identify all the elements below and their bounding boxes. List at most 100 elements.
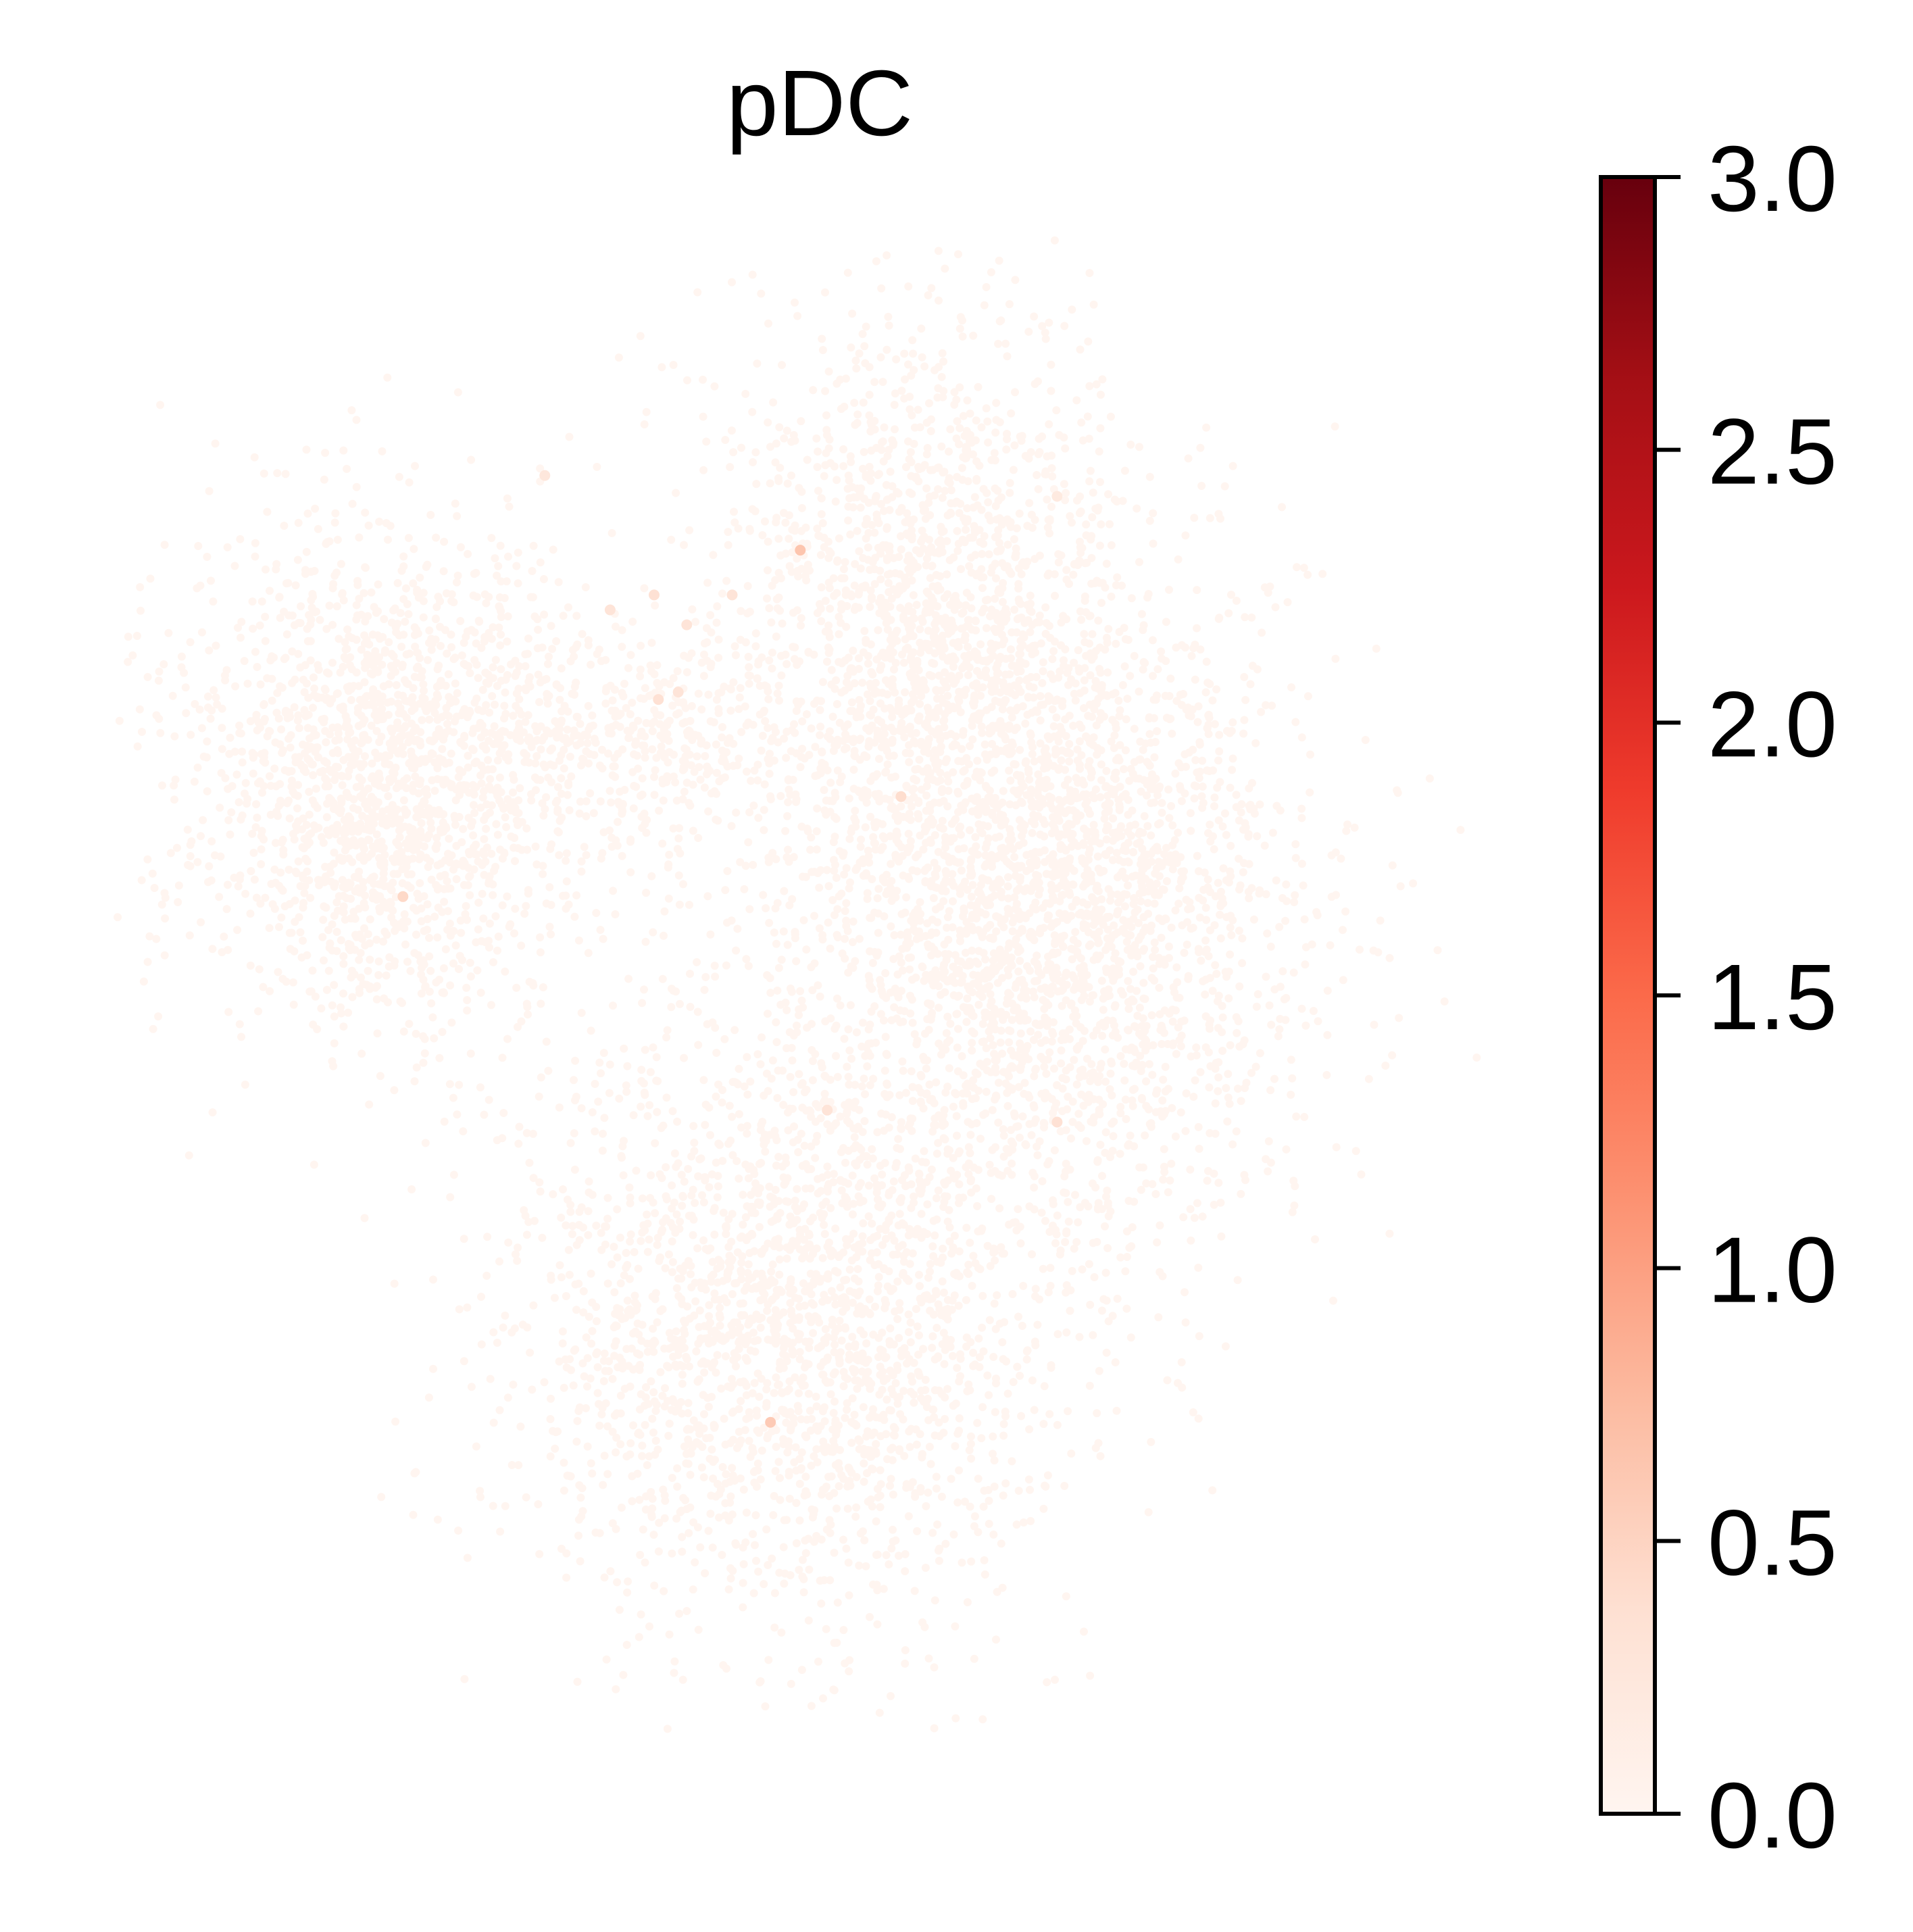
scatter-point (886, 468, 895, 476)
scatter-point (569, 1381, 578, 1390)
scatter-point (1016, 687, 1025, 696)
scatter-point (772, 633, 780, 641)
scatter-point (1009, 1378, 1018, 1387)
scatter-point (672, 489, 680, 497)
scatter-point (939, 1244, 947, 1253)
scatter-point (640, 985, 648, 994)
scatter-point (793, 312, 802, 320)
scatter-point (476, 989, 485, 997)
scatter-point (480, 1110, 489, 1119)
scatter-point (1253, 665, 1262, 674)
scatter-point (702, 437, 711, 446)
scatter-point (826, 778, 835, 787)
scatter-point (406, 966, 415, 975)
scatter-point (864, 1181, 873, 1190)
scatter-point (986, 516, 995, 524)
scatter-point (933, 1194, 941, 1203)
scatter-point (195, 705, 204, 714)
scatter-point (660, 907, 669, 916)
scatter-point (803, 455, 812, 464)
scatter-point (1181, 643, 1189, 652)
scatter-point (954, 1024, 962, 1033)
scatter-point (197, 918, 205, 926)
scatter-point (841, 374, 850, 383)
scatter-point (989, 1450, 997, 1458)
scatter-point (731, 651, 740, 660)
scatter-point (835, 1316, 844, 1325)
scatter-point (978, 1403, 987, 1412)
scatter-point (638, 774, 647, 783)
scatter-point (882, 767, 891, 776)
scatter-point (839, 565, 848, 574)
scatter-point (701, 1173, 710, 1182)
scatter-point (1167, 1160, 1176, 1168)
scatter-point (1189, 745, 1197, 754)
scatter-point (596, 797, 605, 806)
scatter-point (234, 798, 243, 807)
scatter-point (1008, 1159, 1016, 1168)
scatter-point (853, 526, 862, 535)
scatter-point (174, 898, 182, 906)
scatter-point (497, 665, 505, 674)
scatter-point (254, 1007, 263, 1016)
scatter-point (1003, 882, 1012, 891)
scatter-point (453, 512, 462, 520)
scatter-point (824, 553, 833, 562)
scatter-point (620, 679, 628, 688)
scatter-point (1028, 524, 1037, 532)
scatter-point (862, 1339, 871, 1347)
scatter-point (968, 1027, 976, 1036)
scatter-point (1214, 1179, 1223, 1187)
scatter-point (1035, 551, 1044, 560)
scatter-point (1153, 727, 1162, 735)
scatter-point (491, 912, 500, 920)
scatter-point (799, 1588, 808, 1597)
scatter-point (957, 565, 965, 574)
scatter-point (572, 1437, 581, 1446)
scatter-point (817, 617, 826, 626)
scatter-point (547, 930, 555, 939)
scatter-point (1036, 831, 1045, 839)
scatter-point (320, 475, 328, 484)
scatter-point (645, 1101, 654, 1110)
scatter-point (449, 959, 457, 968)
scatter-point (872, 951, 881, 960)
scatter-point (779, 1543, 788, 1552)
scatter-point (396, 609, 405, 618)
scatter-point (733, 924, 742, 933)
scatter-point (923, 1200, 932, 1209)
scatter-point (1065, 757, 1074, 766)
scatter-point (174, 881, 183, 890)
scatter-point (457, 928, 466, 937)
scatter-point (657, 1124, 666, 1133)
scatter-point (987, 455, 996, 464)
scatter-point (940, 1360, 949, 1368)
scatter-point (641, 684, 649, 693)
scatter-point (473, 966, 482, 974)
scatter-point (980, 1570, 989, 1579)
scatter-point (1278, 967, 1287, 976)
scatter-point (551, 1444, 560, 1453)
scatter-point (1088, 1179, 1097, 1188)
scatter-point (743, 609, 751, 618)
scatter-point (1193, 586, 1201, 595)
scatter-point (1142, 1179, 1151, 1188)
scatter-point (1192, 1043, 1201, 1052)
scatter-point (839, 462, 848, 470)
scatter-point (1095, 447, 1103, 456)
scatter-point (385, 953, 394, 962)
scatter-point (858, 1527, 867, 1536)
scatter-point (1161, 1062, 1170, 1071)
scatter-point (874, 1272, 883, 1281)
scatter-point (170, 795, 178, 804)
scatter-point (945, 447, 953, 456)
scatter-point (867, 446, 876, 455)
scatter-point (736, 684, 745, 693)
scatter-point (252, 800, 261, 809)
scatter-point (860, 342, 869, 351)
scatter-point (833, 476, 841, 485)
scatter-point (962, 948, 970, 957)
scatter-point (928, 1406, 937, 1414)
scatter-point (755, 1160, 764, 1168)
scatter-point (1103, 1244, 1112, 1252)
